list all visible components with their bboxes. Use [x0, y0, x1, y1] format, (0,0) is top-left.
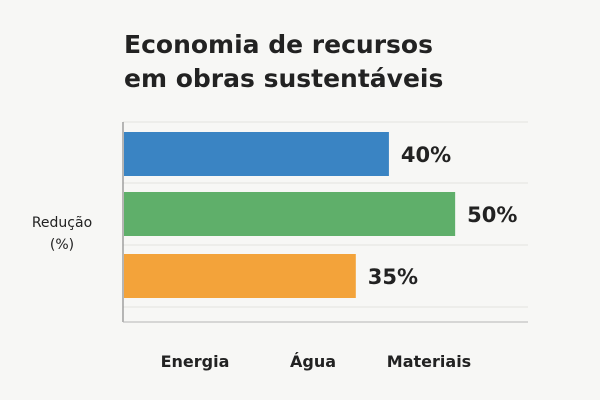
bar-materiais	[124, 254, 356, 298]
category-label-água: Água	[290, 352, 336, 371]
y-axis-label: Redução (%)	[22, 212, 102, 256]
bar-energia	[124, 132, 389, 176]
chart-title: Economia de recursos em obras sustentáve…	[124, 28, 443, 96]
y-axis-label-line-2: (%)	[49, 237, 75, 253]
bar-value-label-água: 50%	[467, 203, 517, 227]
category-label-energia: Energia	[161, 352, 230, 371]
y-axis-label-line-1: Redução	[31, 215, 93, 231]
chart-title-line-2: em obras sustentáveis	[124, 64, 444, 93]
bar-value-label-energia: 40%	[401, 143, 451, 167]
bar-água	[124, 192, 456, 236]
category-label-materiais: Materiais	[387, 352, 471, 371]
chart-title-line-1: Economia de recursos	[124, 30, 433, 59]
bar-value-label-materiais: 35%	[368, 265, 418, 289]
